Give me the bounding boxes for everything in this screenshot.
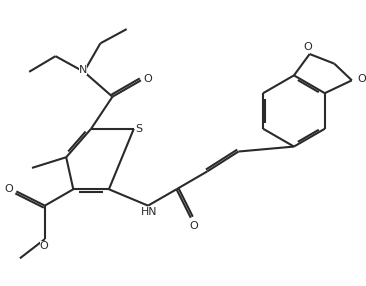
Text: N: N [79,65,87,76]
Text: O: O [304,42,313,52]
Text: O: O [144,74,152,84]
Text: O: O [40,241,48,251]
Text: O: O [189,221,198,231]
Text: HN: HN [141,207,158,217]
Text: O: O [358,74,366,84]
Text: O: O [5,184,14,194]
Text: S: S [135,124,142,134]
